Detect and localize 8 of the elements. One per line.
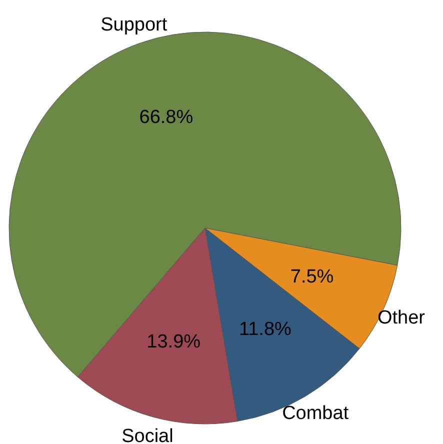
- slice-label: Social: [122, 426, 174, 444]
- slice-label: Combat: [282, 403, 350, 424]
- data-label: 13.9%: [146, 331, 201, 352]
- data-label: 66.8%: [139, 106, 194, 128]
- slice-label: Other: [377, 307, 426, 328]
- data-label: 11.8%: [238, 319, 292, 340]
- slice-label: Support: [100, 14, 168, 36]
- data-label: 7.5%: [290, 266, 334, 288]
